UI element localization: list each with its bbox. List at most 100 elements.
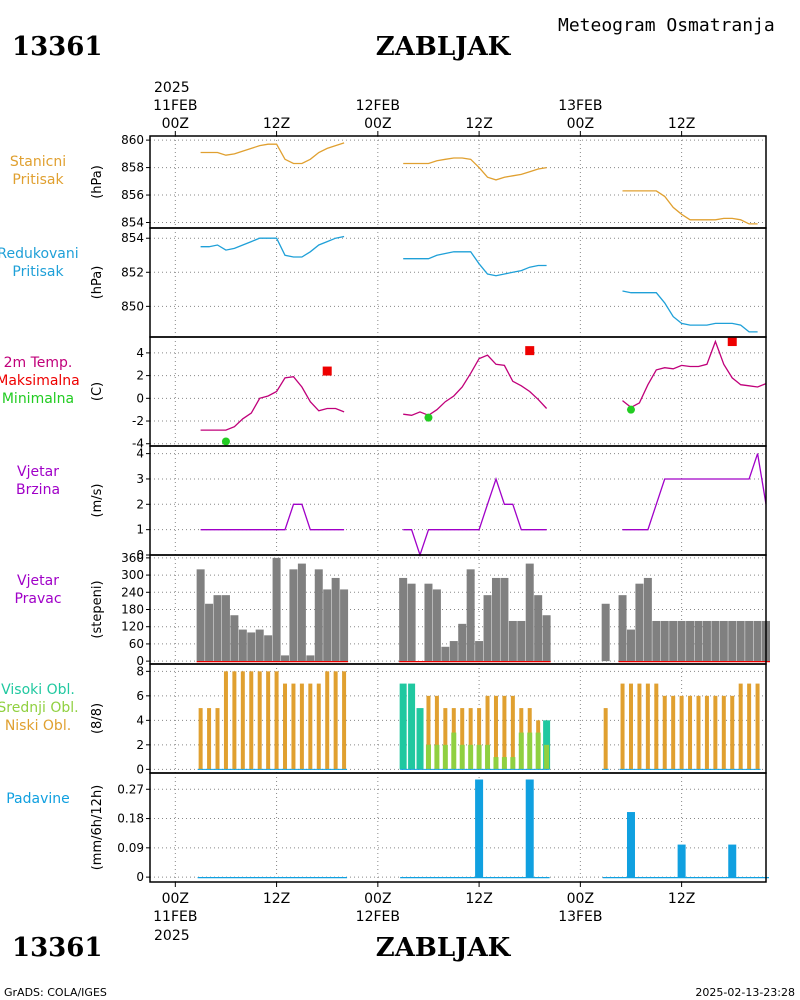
series-line [403, 476, 547, 558]
mid-cloud-bar [527, 732, 533, 770]
low-cloud-bar [207, 708, 212, 770]
bottom-hour-label: 12Z [263, 891, 290, 907]
wind-dir-bar [340, 589, 349, 662]
y-tick-label: 4 [136, 447, 144, 461]
mid-cloud-bar [501, 757, 507, 770]
series-line [403, 157, 547, 181]
wind-dir-bar [331, 577, 340, 662]
panel-label: Stanicni [10, 154, 66, 170]
y-tick-label: 2 [136, 497, 144, 511]
low-cloud-bar [333, 671, 338, 770]
panel-label: Redukovani [0, 246, 79, 262]
panel-label: Brzina [16, 482, 60, 498]
precip-bar [525, 779, 534, 878]
low-cloud-bar [502, 695, 507, 770]
y-tick-label: 1 [136, 523, 144, 537]
low-cloud-bar [493, 695, 498, 770]
y-tick-label: 0 [136, 870, 144, 884]
tmin-marker [626, 405, 635, 414]
low-cloud-bar [637, 683, 642, 770]
timestamp-text: 2025-02-13-23:28 [695, 986, 795, 999]
top-date-label: 11FEB [153, 98, 197, 114]
precip-bar [626, 812, 635, 878]
top-hour-label: 12Z [263, 116, 290, 132]
low-cloud-bar [274, 671, 279, 770]
mid-cloud-bar [451, 732, 457, 770]
top-hour-label: 00Z [162, 116, 189, 132]
top-date-label: 12FEB [356, 98, 400, 114]
wind-dir-bar [736, 620, 745, 662]
y-tick-label: -2 [132, 414, 144, 428]
y-axis-label: (8/8) [90, 703, 105, 734]
precip-bar [475, 779, 484, 878]
wind-dir-bar [230, 615, 239, 662]
bottom-date-label: 13FEB [558, 909, 602, 925]
panel-label: Visoki Obl. [1, 682, 75, 698]
series-line [200, 376, 345, 431]
mid-cloud-bar [518, 732, 524, 770]
y-tick-label: 360 [121, 551, 144, 565]
wind-dir-bar [314, 569, 323, 662]
wind-dir-bar [525, 563, 534, 662]
panel-label: Padavine [6, 791, 70, 807]
wind-dir-bar [686, 620, 695, 662]
y-tick-label: 240 [121, 585, 144, 599]
high-cloud-bar [399, 683, 407, 770]
wind-dir-bar [601, 603, 610, 662]
panel-border [149, 445, 767, 556]
y-tick-label: 3 [136, 472, 144, 486]
mid-cloud-bar [510, 757, 516, 770]
wind-dir-bar [272, 557, 281, 662]
bottom-hour-label: 00Z [567, 891, 594, 907]
panel-group: 854856858860(hPa)StanicniPritisak8508528… [0, 133, 770, 884]
y-tick-label: 120 [121, 620, 144, 634]
wind-dir-bar [694, 620, 703, 662]
low-cloud-bar [426, 695, 431, 770]
wind-dir-bar [449, 641, 458, 662]
panel-label: Minimalna [2, 391, 74, 407]
wind-dir-bar [205, 603, 214, 662]
wind-dir-bar [542, 615, 551, 662]
subtitle: Meteogram Osmatranja [558, 15, 775, 36]
high-cloud-bar [408, 683, 416, 770]
low-cloud-bar [266, 671, 271, 770]
wind-dir-bar [652, 620, 661, 662]
top-time-axis: 00Z 11FEB 12Z 00Z 12FEB 12Z 00Z 13FEB 12Z [153, 98, 695, 136]
low-cloud-bar [679, 695, 684, 770]
y-tick-label: 0 [136, 762, 144, 776]
y-axis-label: (hPa) [90, 165, 105, 199]
panel-label: Niski Obl. [5, 718, 71, 734]
top-year-label: 2025 [154, 80, 190, 96]
bottom-hour-label: 00Z [364, 891, 391, 907]
tmin-marker [221, 437, 230, 446]
low-cloud-bar [325, 671, 330, 770]
tmax-marker [727, 337, 737, 347]
wind-dir-bar [508, 620, 517, 662]
low-cloud-bar [485, 695, 490, 770]
precip-bar [728, 844, 737, 878]
low-cloud-bar [645, 683, 650, 770]
wind-dir-bar [213, 595, 222, 662]
wind-dir-bar [432, 589, 441, 662]
panel-stanicni: 854 856 858 860 (hPa) Stanicni Pritisak [10, 133, 767, 230]
mid-cloud-bar [468, 744, 474, 770]
low-cloud-bar [468, 708, 473, 770]
y-axis-label: (C) [90, 382, 105, 401]
low-cloud-bar [299, 683, 304, 770]
low-cloud-bar [460, 708, 465, 770]
low-cloud-bar [662, 695, 667, 770]
bottom-date-label: 11FEB [153, 909, 197, 925]
top-hour-label: 00Z [364, 116, 391, 132]
y-tick-label: 0 [136, 391, 144, 405]
low-cloud-bar [755, 683, 760, 770]
low-cloud-bar [510, 695, 515, 770]
wind-dir-bar [719, 620, 728, 662]
low-cloud-bar [620, 683, 625, 770]
station-name: ZABLJAK [376, 32, 512, 62]
series-line [622, 339, 767, 409]
panel-redukovani: 850 852 854 (hPa) Redukovani Pritisak [0, 227, 767, 338]
bottom-time-axis: 00Z 11FEB 12Z 00Z 12FEB 12Z 00Z 13FEB 12Z [153, 882, 695, 925]
wind-dir-bar [677, 620, 686, 662]
y-tick-label: 180 [121, 603, 144, 617]
low-cloud-bar [688, 695, 693, 770]
